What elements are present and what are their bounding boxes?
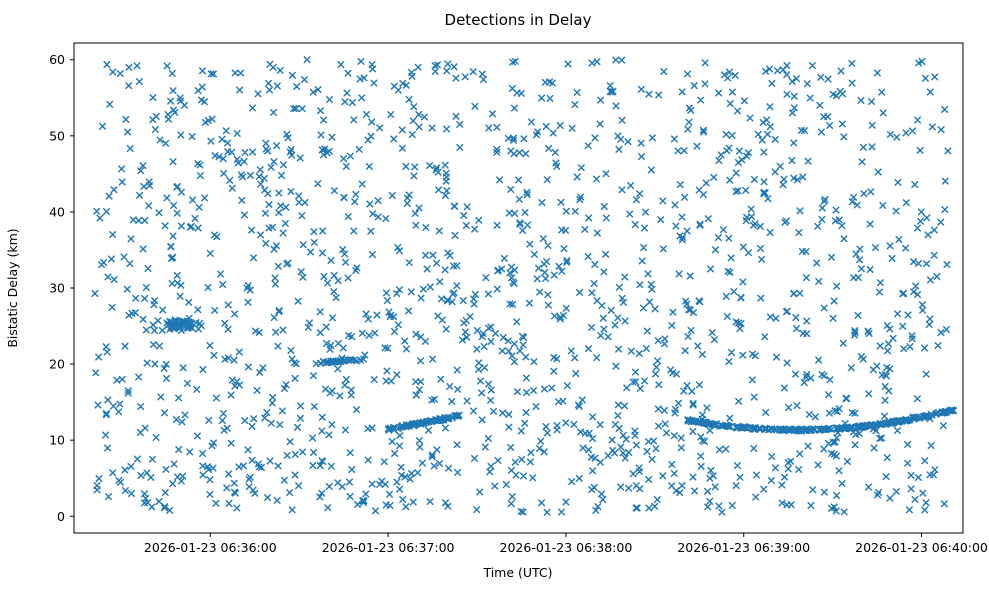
x-tick-label: 2026-01-23 06:36:00 — [144, 540, 277, 555]
y-tick-label: 50 — [49, 128, 65, 143]
y-tick-label: 10 — [49, 433, 65, 448]
x-marker-path — [91, 56, 958, 516]
y-tick-label: 40 — [49, 204, 65, 219]
x-tick-label: 2026-01-23 06:39:00 — [677, 540, 810, 555]
y-tick-label: 0 — [57, 509, 65, 524]
x-axis-ticks: 2026-01-23 06:36:00 2026-01-23 06:37:00 20… — [144, 533, 988, 555]
scatter-points — [91, 56, 958, 516]
chart-title: Detections in Delay — [445, 11, 592, 29]
y-tick-label: 20 — [49, 357, 65, 372]
y-axis-ticks: 0 10 20 30 40 50 60 — [49, 52, 74, 524]
x-tick-label: 2026-01-23 06:37:00 — [322, 540, 455, 555]
y-tick-label: 30 — [49, 281, 65, 296]
x-axis-label: Time (UTC) — [482, 565, 552, 580]
x-tick-label: 2026-01-23 06:38:00 — [500, 540, 633, 555]
x-tick-label: 2026-01-23 06:40:00 — [855, 540, 988, 555]
plot-area — [74, 43, 963, 533]
y-tick-label: 60 — [49, 52, 65, 67]
y-axis-label: Bistatic Delay (km) — [5, 228, 20, 347]
